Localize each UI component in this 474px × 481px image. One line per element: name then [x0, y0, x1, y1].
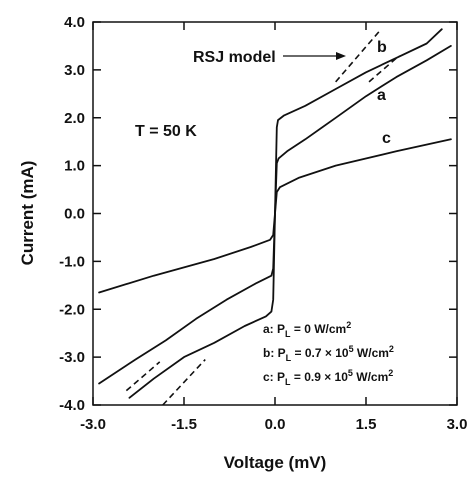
curve-b-label: b [377, 39, 387, 56]
x-tick-label: 1.5 [356, 416, 377, 433]
series-b-line [98, 45, 452, 385]
x-axis-label: Voltage (mV) [224, 453, 327, 472]
rsj-model-label: RSJ model [193, 49, 276, 66]
curve-a-label: a [377, 87, 386, 104]
series-c-line [98, 138, 452, 294]
axis-ticks [92, 21, 458, 406]
y-tick-label: 0.0 [64, 206, 85, 223]
y-tick-label: 4.0 [64, 14, 85, 31]
y-axis-label: Current (mA) [18, 161, 37, 266]
y-tick-label: 3.0 [64, 62, 85, 79]
iv-curves [98, 28, 452, 399]
x-tick-label: -3.0 [80, 416, 106, 433]
legend: a: PL = 0 W/cm2 b: PL = 0.7 × 105 W/cm2 … [263, 320, 394, 387]
legend-entry-c: c: PL = 0.9 × 105 W/cm2 [263, 368, 393, 387]
temperature-label: T = 50 K [135, 123, 197, 140]
y-tick-label: 2.0 [64, 110, 85, 127]
series-a-line [128, 28, 443, 399]
y-tick-label: -3.0 [59, 349, 85, 366]
x-tick-label: -1.5 [171, 416, 197, 433]
curve-c-label: c [382, 130, 391, 147]
rsj-arrow [283, 52, 346, 60]
rsj-model-line [368, 54, 400, 83]
rsj-model-lines [125, 28, 400, 406]
axis-tick-labels: -3.0 -1.5 0.0 1.5 3.0 4.0 3.0 2.0 1.0 0.0 -1.0 -2.0… [59, 14, 467, 433]
y-tick-label: -4.0 [59, 397, 85, 414]
y-tick-label: -1.0 [59, 253, 85, 270]
legend-entry-b: b: PL = 0.7 × 105 W/cm2 [263, 344, 394, 363]
y-tick-label: 1.0 [64, 158, 85, 175]
rsj-model-line [125, 361, 161, 392]
x-tick-label: 3.0 [447, 416, 468, 433]
rsj-model-line [335, 28, 382, 83]
rsj-model-line [162, 358, 206, 406]
y-tick-label: -2.0 [59, 301, 85, 318]
legend-entry-a: a: PL = 0 W/cm2 [263, 320, 351, 339]
x-tick-label: 0.0 [265, 416, 286, 433]
